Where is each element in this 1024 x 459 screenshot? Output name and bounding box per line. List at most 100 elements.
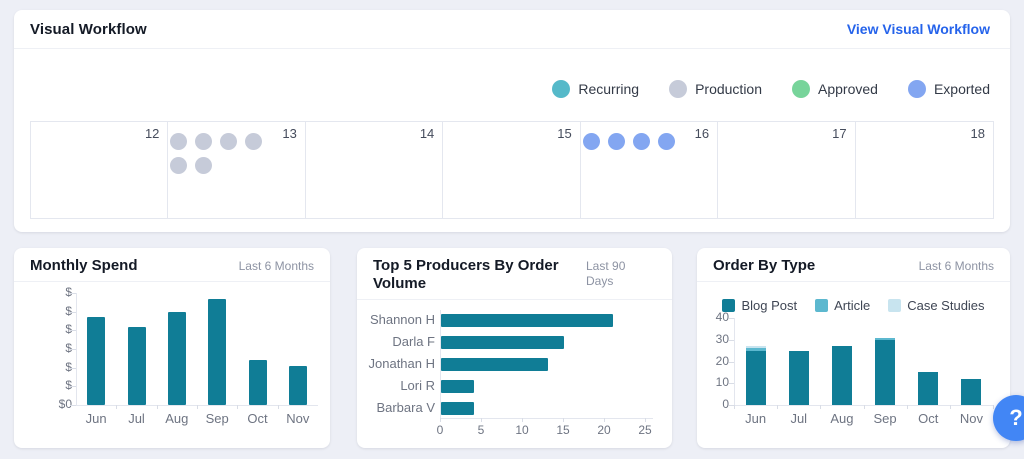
bar-sep-article	[875, 337, 896, 340]
day-number-12: 12	[144, 126, 160, 141]
top-producers-card: Top 5 Producers By Order Volume Last 90 …	[357, 248, 672, 448]
x-tick-label: 15	[556, 423, 570, 437]
legend-item-article: Article	[815, 298, 870, 313]
x-tick-mark	[116, 405, 118, 409]
producer-label-shannon-h: Shannon H	[369, 312, 435, 327]
x-tick-mark	[522, 418, 523, 422]
y-axis-line	[440, 310, 441, 418]
producer-label-barbara-v: Barbara V	[376, 400, 435, 415]
y-tick-mark	[729, 318, 734, 319]
legend-item-exported: Exported	[907, 80, 990, 98]
top-producers-chart: Shannon H Darla F Jonathan H Lori R Barbara …	[357, 300, 672, 448]
y-tick-mark	[70, 311, 76, 313]
bar-jul-blog-post	[788, 350, 809, 405]
bar-oct	[248, 360, 267, 405]
monthly-spend-title: Monthly Spend	[30, 257, 138, 274]
day-number-17: 17	[832, 126, 847, 141]
calendar-day-18[interactable]: 18	[856, 122, 993, 218]
order-dot-exported[interactable]	[582, 133, 600, 150]
x-tick-mark	[645, 418, 646, 422]
order-dot-exported[interactable]	[657, 133, 675, 150]
order-by-type-chart: Blog Post Article Case Studies 0 10 20 30 40 Jun…	[697, 285, 1010, 448]
y-tick-label: 20	[715, 353, 729, 368]
calendar-day-12[interactable]: 12	[31, 122, 169, 218]
workflow-calendar: 12 13 14 15 16 17 18	[30, 121, 994, 219]
order-dot-production[interactable]	[170, 133, 188, 150]
legend-label-recurring: Recurring	[578, 81, 640, 97]
bar-jul	[127, 326, 146, 405]
y-tick-mark	[70, 367, 76, 369]
day-number-13: 13	[282, 126, 297, 141]
x-tick-label-sep: Sep	[205, 411, 229, 426]
order-by-type-title: Order By Type	[713, 257, 816, 274]
exported-legend-dot	[907, 80, 926, 98]
calendar-day-17[interactable]: 17	[718, 122, 856, 218]
day-number-16: 16	[694, 126, 710, 141]
bar-jun-case-studies	[745, 346, 766, 349]
y-tick-label: $	[65, 378, 72, 393]
x-tick-mark	[863, 405, 865, 409]
day-16-dots	[581, 122, 717, 150]
x-tick-label-sep: Sep	[873, 411, 897, 426]
order-dot-production[interactable]	[195, 157, 213, 174]
y-tick-mark	[70, 405, 76, 406]
y-tick-label: 0	[722, 397, 729, 411]
x-tick-label-nov: Nov	[286, 411, 310, 426]
bar-jun-blog-post	[745, 350, 766, 405]
calendar-day-15[interactable]: 15	[443, 122, 581, 218]
order-by-type-card: Order By Type Last 6 Months Blog Post Art…	[697, 248, 1010, 448]
visual-workflow-title: Visual Workflow	[30, 20, 147, 38]
help-button[interactable]: ?	[993, 395, 1024, 441]
calendar-day-14[interactable]: 14	[306, 122, 444, 218]
x-tick-mark	[563, 418, 564, 422]
y-axis-line	[76, 293, 77, 405]
x-tick-label: 0	[436, 423, 444, 437]
day-number-14: 14	[419, 126, 435, 141]
article-legend-swatch	[815, 299, 829, 312]
order-dot-production[interactable]	[245, 133, 263, 150]
y-tick-label: $	[65, 303, 72, 318]
bar-shannon-h	[441, 313, 614, 327]
bar-lori-r	[441, 379, 474, 393]
bar-sep	[208, 298, 227, 405]
order-dot-exported[interactable]	[632, 133, 650, 150]
bar-nov	[288, 365, 307, 405]
x-tick-label-oct: Oct	[918, 411, 939, 426]
calendar-day-13[interactable]: 13	[168, 122, 306, 218]
legend-item-recurring: Recurring	[552, 80, 639, 98]
order-dot-production[interactable]	[195, 133, 213, 150]
order-dot-production[interactable]	[220, 133, 238, 150]
day-13-dots	[168, 122, 304, 174]
x-tick-mark	[481, 418, 482, 422]
calendar-day-16[interactable]: 16	[581, 122, 719, 218]
legend-item-production: Production	[669, 80, 762, 98]
view-visual-workflow-link[interactable]: View Visual Workflow	[846, 21, 990, 37]
bar-aug	[167, 311, 186, 405]
x-tick-mark	[734, 405, 735, 409]
x-tick-label-aug: Aug	[165, 411, 189, 426]
y-tick-label: $0	[58, 397, 72, 411]
top-producers-header: Top 5 Producers By Order Volume Last 90 …	[357, 248, 672, 300]
x-tick-label-jun: Jun	[745, 411, 767, 426]
bar-jun-article	[745, 348, 766, 351]
y-tick-mark	[729, 383, 734, 385]
order-dot-production[interactable]	[170, 157, 188, 174]
y-tick-mark	[729, 361, 734, 363]
x-tick-mark	[277, 405, 279, 409]
day-number-15: 15	[557, 126, 572, 141]
bar-jun	[87, 317, 106, 405]
x-tick-mark	[197, 405, 198, 409]
help-button-label: ?	[1009, 405, 1023, 430]
order-dot-exported[interactable]	[607, 133, 625, 150]
x-tick-mark	[993, 405, 994, 409]
bar-darla-f	[441, 335, 564, 349]
x-tick-label-oct: Oct	[247, 411, 268, 426]
workflow-legend: Recurring Production Approved Exported	[552, 80, 990, 98]
y-tick-mark	[729, 405, 734, 406]
x-tick-label-jun: Jun	[85, 411, 107, 426]
x-tick-label-jul: Jul	[790, 411, 808, 426]
y-tick-mark	[70, 386, 76, 388]
x-tick-mark	[604, 418, 605, 422]
blog-post-legend-swatch	[722, 299, 736, 312]
producer-label-jonathan-h: Jonathan H	[368, 356, 436, 371]
